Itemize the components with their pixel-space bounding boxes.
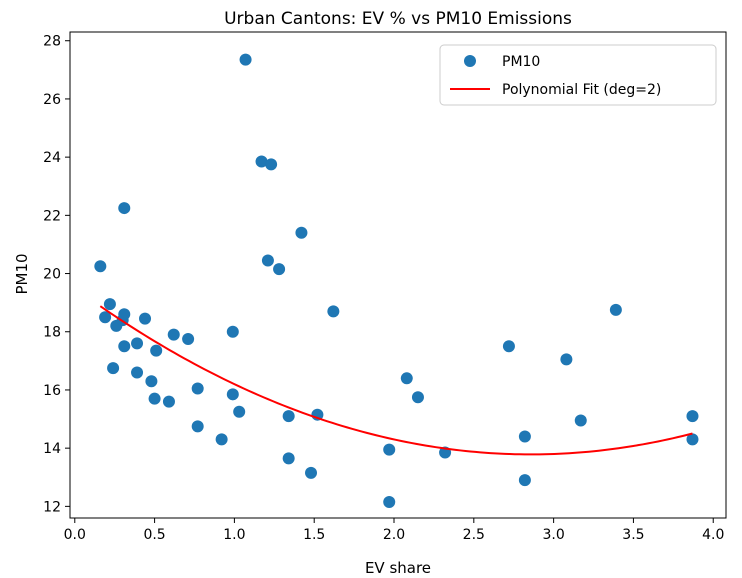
legend-label-fit: Polynomial Fit (deg=2) — [502, 82, 661, 98]
pm10-point — [261, 254, 274, 267]
y-tick-label: 14 — [43, 441, 61, 457]
pm10-point — [686, 410, 699, 423]
x-axis-label: EV share — [365, 559, 431, 577]
pm10-point — [226, 388, 239, 401]
polynomial-fit-line — [99, 305, 693, 456]
pm10-point — [131, 366, 144, 379]
pm10-point — [518, 430, 531, 443]
x-tick-label: 0.5 — [143, 527, 165, 543]
pm10-point — [239, 53, 252, 66]
pm10-point — [265, 158, 278, 171]
y-tick-label: 20 — [43, 267, 61, 283]
pm10-point — [139, 312, 152, 325]
y-tick-label: 18 — [43, 325, 61, 341]
pm10-point — [282, 410, 295, 423]
pm10-point — [255, 155, 268, 168]
x-tick-label: 1.5 — [303, 527, 325, 543]
chart-title: Urban Cantons: EV % vs PM10 Emissions — [224, 9, 572, 29]
x-tick-label: 2.5 — [463, 527, 485, 543]
pm10-point — [383, 443, 396, 456]
pm10-point — [560, 353, 573, 366]
legend: PM10 Polynomial Fit (deg=2) — [439, 44, 717, 106]
pm10-point — [191, 382, 204, 395]
pm10-point — [148, 392, 161, 405]
pm10-point — [118, 202, 131, 215]
pm10-point — [574, 414, 587, 427]
pm10-point — [273, 263, 286, 276]
x-tick-label: 0.0 — [64, 527, 86, 543]
pm10-point — [327, 305, 340, 318]
x-tick-label: 3.0 — [542, 527, 564, 543]
pm10-point — [305, 466, 318, 479]
pm10-point — [295, 226, 308, 239]
pm10-point — [118, 308, 131, 321]
pm10-point — [150, 344, 163, 357]
x-tick-label: 1.0 — [223, 527, 245, 543]
y-tick-label: 16 — [43, 383, 61, 399]
axes-frame — [69, 31, 727, 519]
pm10-point — [215, 433, 228, 446]
legend-label-pm10: PM10 — [502, 54, 540, 70]
pm10-point — [182, 333, 195, 346]
legend-box — [439, 44, 717, 106]
pm10-point — [103, 298, 116, 311]
y-tick-label: 26 — [43, 92, 61, 108]
y-tick-label: 24 — [43, 150, 61, 166]
plot-area: 0.0 0.5 1.0 1.5 2.0 2.5 3.0 3.5 4.0 12 14 16 18 20 22 2… — [43, 31, 727, 543]
y-tick-label: 28 — [43, 34, 61, 50]
pm10-point — [233, 405, 246, 418]
y-axis-label: PM10 — [13, 253, 31, 294]
pm10-point — [191, 420, 204, 433]
pm10-point — [609, 303, 622, 316]
pm10-point — [411, 391, 424, 404]
pm10-point — [282, 452, 295, 465]
pm10-point — [167, 328, 180, 341]
legend-marker-pm10 — [464, 55, 476, 67]
pm10-point — [107, 362, 120, 375]
pm10-point — [162, 395, 175, 408]
x-tick-label: 4.0 — [702, 527, 724, 543]
y-tick-label: 12 — [43, 499, 61, 515]
pm10-point — [383, 495, 396, 508]
pm10-point — [145, 375, 158, 388]
pm10-point — [400, 372, 413, 385]
pm10-point — [131, 337, 144, 350]
pm10-point — [502, 340, 515, 353]
pm10-point — [99, 311, 112, 324]
pm10-point — [118, 340, 131, 353]
x-tick-label: 3.5 — [622, 527, 644, 543]
pm10-point — [518, 474, 531, 487]
pm10-point — [686, 433, 699, 446]
x-tick-label: 2.0 — [383, 527, 405, 543]
y-tick-label: 22 — [43, 208, 61, 224]
pm10-point — [94, 260, 107, 273]
pm10-point — [226, 325, 239, 338]
